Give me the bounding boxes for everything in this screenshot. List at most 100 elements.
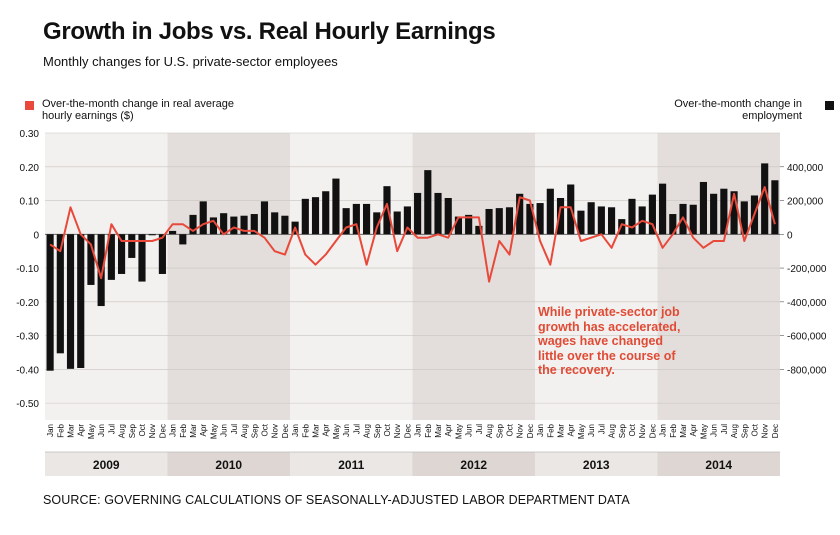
year-label-2013: 2013 bbox=[583, 458, 610, 472]
month-tick-label: Apr bbox=[689, 424, 698, 437]
month-tick-label: May bbox=[209, 424, 218, 439]
month-tick-label: Apr bbox=[199, 424, 208, 437]
earnings-line bbox=[49, 186, 776, 283]
month-tick-label: Dec bbox=[158, 424, 167, 438]
employment-bar bbox=[281, 215, 289, 235]
right-tick-label: -200,000 bbox=[787, 264, 827, 275]
year-label-2014: 2014 bbox=[705, 458, 732, 472]
month-tick-label: Jan bbox=[169, 424, 178, 437]
month-tick-label: Mar bbox=[557, 424, 566, 438]
employment-bar bbox=[87, 234, 95, 285]
legend-earnings-swatch bbox=[25, 101, 34, 110]
year-band-2013 bbox=[535, 133, 658, 420]
employment-bar bbox=[199, 201, 207, 235]
year-label-band-2010 bbox=[167, 452, 290, 476]
month-tick-label: Aug bbox=[485, 424, 494, 438]
employment-bar bbox=[434, 192, 442, 235]
left-tick-label: -0.10 bbox=[16, 264, 39, 275]
employment-bar bbox=[699, 181, 708, 235]
month-tick-label: Oct bbox=[383, 423, 392, 436]
employment-bar bbox=[158, 234, 166, 274]
employment-bar bbox=[740, 201, 748, 235]
employment-bar bbox=[77, 234, 85, 369]
employment-bar bbox=[577, 210, 585, 235]
year-label-2009: 2009 bbox=[93, 458, 120, 472]
employment-bar bbox=[414, 192, 422, 235]
month-tick-label: Aug bbox=[240, 424, 249, 438]
employment-bar bbox=[607, 207, 616, 235]
month-tick-label: Oct bbox=[138, 423, 147, 436]
year-label-2010: 2010 bbox=[215, 458, 242, 472]
employment-bar bbox=[495, 208, 503, 235]
chart-annotation: While private-sector job growth has acce… bbox=[538, 305, 681, 377]
month-tick-label: Apr bbox=[322, 424, 331, 437]
employment-bar bbox=[107, 234, 115, 280]
month-tick-label: Oct bbox=[505, 423, 514, 436]
month-tick-label: May bbox=[699, 424, 708, 439]
right-tick-label: -800,000 bbox=[787, 365, 827, 376]
year-label-band-2013 bbox=[535, 452, 658, 476]
month-tick-label: Dec bbox=[771, 424, 780, 438]
right-tick-label: 200,000 bbox=[787, 197, 824, 208]
employment-bar bbox=[220, 213, 228, 235]
month-tick-label: Jun bbox=[465, 424, 474, 437]
left-tick-label: -0.20 bbox=[16, 298, 39, 309]
month-tick-label: Oct bbox=[750, 423, 759, 436]
right-tick-label: 0 bbox=[787, 230, 793, 241]
employment-bar bbox=[260, 201, 269, 235]
employment-bar bbox=[230, 216, 238, 235]
right-tick-label: -400,000 bbox=[787, 298, 827, 309]
month-tick-label: Nov bbox=[271, 424, 280, 438]
month-tick-label: May bbox=[87, 424, 96, 439]
year-label-band-2012 bbox=[412, 452, 535, 476]
year-band-2012 bbox=[412, 133, 535, 420]
chart-title: Growth in Jobs vs. Real Hourly Earnings bbox=[43, 18, 496, 45]
left-tick-label: -0.30 bbox=[16, 332, 39, 343]
left-tick-label: -0.40 bbox=[16, 365, 39, 376]
month-tick-label: Dec bbox=[281, 424, 290, 438]
left-tick-label: 0 bbox=[33, 230, 39, 241]
month-tick-label: Jul bbox=[230, 424, 239, 434]
employment-bar bbox=[628, 198, 636, 235]
source-note: SOURCE: GOVERNING CALCULATIONS OF SEASON… bbox=[43, 493, 630, 507]
month-tick-label: Jun bbox=[342, 424, 351, 437]
employment-bar bbox=[117, 234, 126, 274]
month-tick-label: Jul bbox=[720, 424, 729, 434]
month-tick-label: Jan bbox=[414, 424, 423, 437]
employment-bar bbox=[730, 191, 738, 235]
employment-bar bbox=[526, 203, 534, 235]
month-tick-label: Nov bbox=[393, 424, 402, 438]
month-tick-label: May bbox=[332, 424, 341, 439]
employment-bar bbox=[465, 214, 473, 235]
employment-bar bbox=[597, 206, 605, 235]
employment-bar bbox=[669, 214, 677, 235]
employment-bar bbox=[373, 212, 381, 235]
left-tick-label: -0.50 bbox=[16, 399, 39, 410]
month-tick-label: Sep bbox=[740, 423, 749, 438]
month-tick-label: Dec bbox=[648, 424, 657, 438]
month-tick-label: May bbox=[577, 424, 586, 439]
employment-bar bbox=[556, 197, 565, 235]
year-band-2014 bbox=[657, 133, 780, 420]
month-tick-label: Mar bbox=[67, 424, 76, 438]
month-tick-label: Aug bbox=[730, 424, 739, 438]
employment-bar bbox=[475, 225, 483, 235]
legend-employment-swatch bbox=[825, 101, 834, 110]
month-tick-label: Sep bbox=[495, 423, 504, 438]
legend-employment: Over-the-month change in employment bbox=[612, 98, 834, 122]
month-tick-label: Sep bbox=[618, 423, 627, 438]
month-tick-label: Feb bbox=[546, 423, 555, 437]
month-tick-label: Sep bbox=[250, 423, 259, 438]
employment-bar bbox=[250, 214, 258, 235]
month-tick-label: Sep bbox=[373, 423, 382, 438]
chart-subtitle: Monthly changes for U.S. private-sector … bbox=[43, 54, 338, 69]
employment-bar bbox=[56, 234, 64, 354]
employment-bar bbox=[505, 207, 514, 235]
year-label-2012: 2012 bbox=[460, 458, 487, 472]
year-label-band-2014 bbox=[657, 452, 780, 476]
employment-bar bbox=[301, 198, 309, 235]
year-band-2009 bbox=[45, 133, 168, 420]
employment-bar bbox=[138, 234, 146, 282]
month-tick-label: Nov bbox=[516, 424, 525, 438]
employment-bar bbox=[771, 180, 779, 235]
